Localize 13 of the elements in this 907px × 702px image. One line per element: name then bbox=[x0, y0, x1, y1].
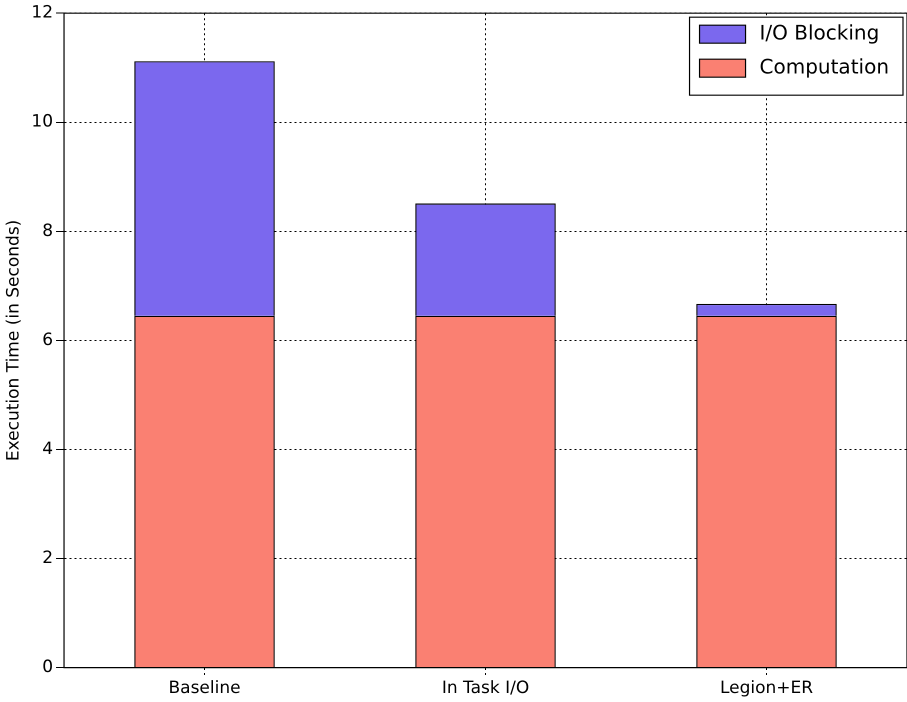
y-tick-label: 10 bbox=[31, 112, 54, 132]
y-tick-label: 12 bbox=[31, 2, 54, 23]
y-tick-label: 6 bbox=[42, 330, 54, 350]
legend-label: Computation bbox=[760, 54, 890, 78]
y-tick-label: 8 bbox=[42, 220, 54, 241]
legend-label: I/O Blocking bbox=[760, 20, 880, 44]
y-axis-title: Execution Time (in Seconds) bbox=[4, 220, 24, 462]
x-tick-label: Baseline bbox=[168, 678, 241, 698]
x-tick-label: In Task I/O bbox=[442, 678, 530, 698]
x-tick-label: Legion+ER bbox=[720, 678, 814, 698]
y-tick-label: 4 bbox=[42, 438, 54, 459]
y-tick-label: 0 bbox=[42, 657, 54, 678]
y-tick-label: 2 bbox=[42, 548, 54, 568]
